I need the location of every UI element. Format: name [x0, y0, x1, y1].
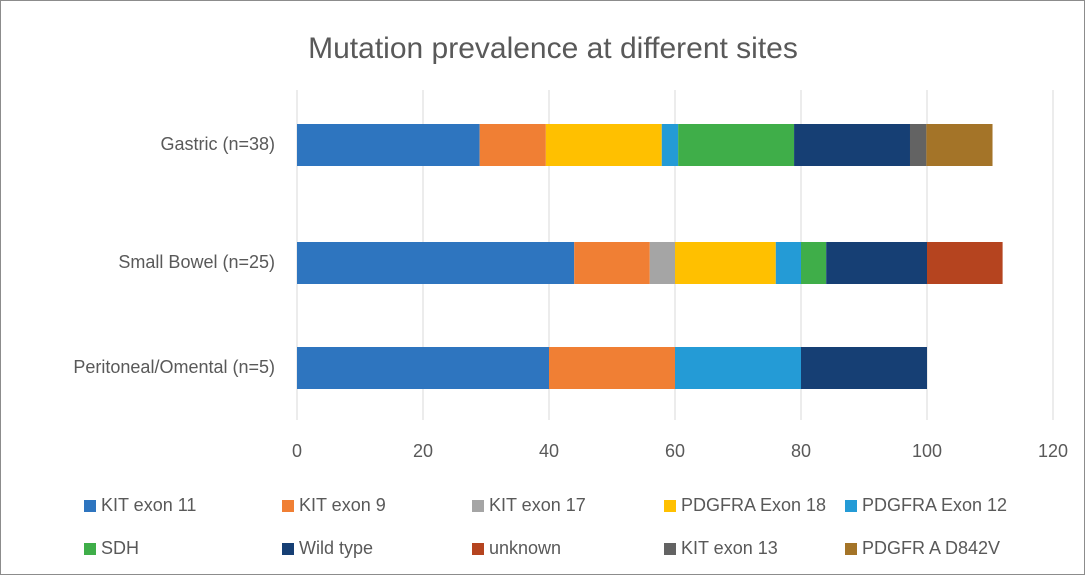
- legend-swatch: [84, 543, 96, 555]
- legend-label: PDGFRA Exon 18: [681, 495, 826, 515]
- bar-segment: [574, 242, 650, 284]
- legend-label: KIT exon 17: [489, 495, 586, 515]
- legend-swatch: [472, 543, 484, 555]
- chart-title: Mutation prevalence at different sites: [308, 32, 798, 65]
- bar-segment: [661, 124, 679, 166]
- legend-label: KIT exon 13: [681, 538, 778, 558]
- legend-label: unknown: [489, 538, 561, 558]
- bar-segment: [675, 347, 801, 389]
- bar-segment: [649, 242, 675, 284]
- legend-swatch: [282, 543, 294, 555]
- bar-segment: [775, 242, 801, 284]
- legend-swatch: [845, 543, 857, 555]
- bar-segment: [297, 124, 480, 166]
- y-tick-label: Gastric (n=38): [160, 134, 275, 154]
- legend-label: Wild type: [299, 538, 373, 558]
- bar-segment: [909, 124, 927, 166]
- bar-segment: [479, 124, 546, 166]
- x-tick-label: 60: [665, 441, 685, 461]
- x-tick-label: 40: [539, 441, 559, 461]
- bar-segment: [678, 124, 795, 166]
- bar-segment: [794, 124, 910, 166]
- bar-segment: [801, 242, 827, 284]
- x-tick-label: 20: [413, 441, 433, 461]
- bar-segment: [926, 124, 993, 166]
- legend-swatch: [84, 500, 96, 512]
- bar-segment: [297, 242, 575, 284]
- legend-swatch: [664, 543, 676, 555]
- y-tick-label: Peritoneal/Omental (n=5): [73, 357, 275, 377]
- x-tick-label: 100: [912, 441, 942, 461]
- x-tick-label: 120: [1038, 441, 1068, 461]
- bar-segment: [297, 347, 549, 389]
- bar-segment: [927, 242, 1003, 284]
- bar-segment: [549, 347, 675, 389]
- legend-label: SDH: [101, 538, 139, 558]
- x-tick-label: 80: [791, 441, 811, 461]
- y-tick-label: Small Bowel (n=25): [118, 252, 275, 272]
- x-tick-label: 0: [292, 441, 302, 461]
- bar-segment: [675, 242, 776, 284]
- legend-swatch: [472, 500, 484, 512]
- legend-label: PDGFRA Exon 12: [862, 495, 1007, 515]
- legend-swatch: [845, 500, 857, 512]
- legend-swatch: [664, 500, 676, 512]
- legend-label: KIT exon 9: [299, 495, 386, 515]
- bar-segment: [801, 347, 927, 389]
- bar-segment: [545, 124, 662, 166]
- legend-swatch: [282, 500, 294, 512]
- legend-label: KIT exon 11: [101, 495, 196, 515]
- legend-label: PDGFR A D842V: [862, 538, 1000, 558]
- bar-segment: [826, 242, 927, 284]
